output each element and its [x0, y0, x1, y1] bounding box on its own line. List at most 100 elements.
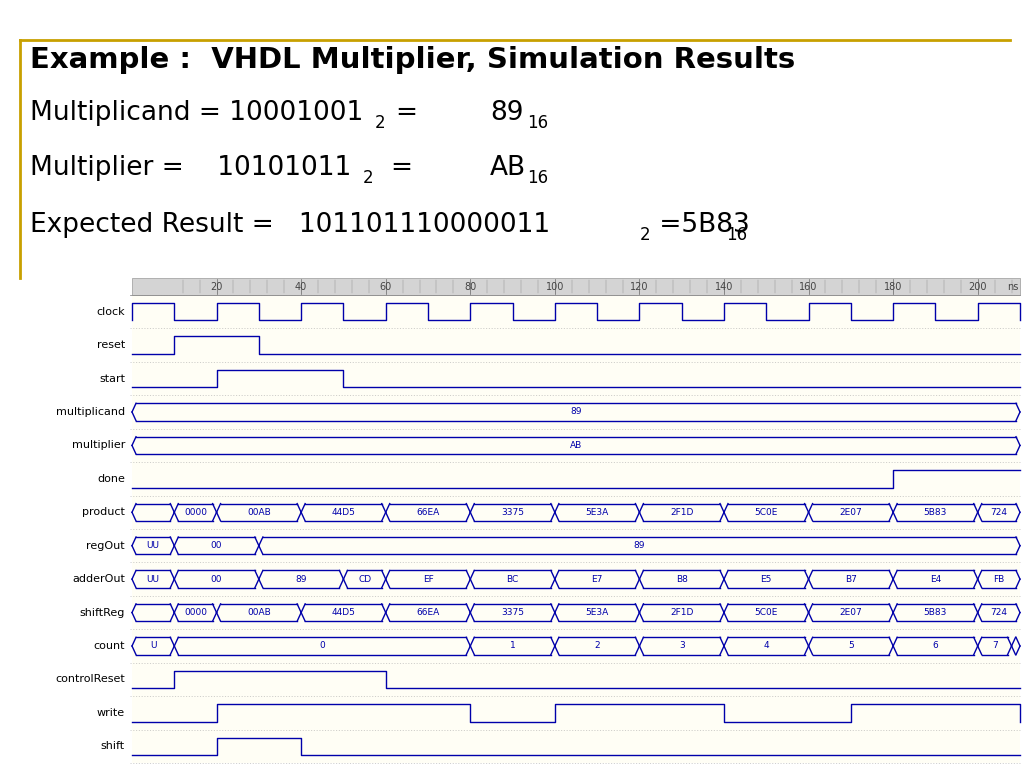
Text: write: write	[97, 708, 125, 718]
Text: start: start	[99, 373, 125, 383]
Text: ns: ns	[1007, 282, 1018, 292]
Text: Expected Result =   101101110000011: Expected Result = 101101110000011	[30, 212, 550, 238]
Text: 89: 89	[490, 100, 523, 126]
Text: 4: 4	[764, 641, 769, 650]
Text: 2F1D: 2F1D	[670, 608, 693, 617]
Text: 16: 16	[726, 226, 748, 244]
Bar	[132, 278, 1020, 295]
Text: U: U	[150, 641, 157, 650]
Text: 2: 2	[375, 114, 386, 132]
Text: 120: 120	[630, 282, 648, 292]
Text: 40: 40	[295, 282, 307, 292]
Text: 5B83: 5B83	[924, 608, 947, 617]
Text: 5: 5	[848, 641, 854, 650]
Text: Multiplier =    10101011: Multiplier = 10101011	[30, 155, 351, 181]
Text: E7: E7	[592, 574, 603, 584]
Text: FB: FB	[993, 574, 1005, 584]
Text: UU: UU	[146, 574, 160, 584]
Text: 180: 180	[884, 282, 902, 292]
Bar	[132, 329, 1020, 362]
Text: UU: UU	[146, 541, 160, 550]
Text: E4: E4	[930, 574, 941, 584]
Text: 2E07: 2E07	[840, 608, 862, 617]
Bar	[132, 495, 1020, 529]
Text: 5C0E: 5C0E	[755, 608, 778, 617]
Text: 89: 89	[295, 574, 307, 584]
Text: 100: 100	[546, 282, 564, 292]
Text: 6: 6	[933, 641, 938, 650]
Text: 66EA: 66EA	[417, 508, 439, 517]
Text: 44D5: 44D5	[332, 608, 355, 617]
Text: 0: 0	[319, 641, 326, 650]
Text: 0000: 0000	[184, 508, 207, 517]
Text: 5E3A: 5E3A	[586, 508, 608, 517]
Text: BC: BC	[507, 574, 519, 584]
Text: reset: reset	[96, 340, 125, 350]
Text: 00: 00	[211, 541, 222, 550]
Text: product: product	[82, 508, 125, 518]
Text: 89: 89	[570, 408, 582, 416]
Text: EF: EF	[423, 574, 433, 584]
Text: 0000: 0000	[184, 608, 207, 617]
Text: 2: 2	[362, 169, 374, 187]
Text: E5: E5	[761, 574, 772, 584]
Text: =: =	[390, 155, 412, 181]
Text: =5B83: =5B83	[651, 212, 750, 238]
Bar	[132, 562, 1020, 596]
Text: 5E3A: 5E3A	[586, 608, 608, 617]
Text: done: done	[97, 474, 125, 484]
Text: 89: 89	[634, 541, 645, 550]
Bar	[132, 529, 1020, 562]
Text: AB: AB	[570, 441, 582, 450]
Text: 3: 3	[679, 641, 685, 650]
Bar	[132, 295, 1020, 329]
Text: 2: 2	[594, 641, 600, 650]
Text: 2: 2	[640, 226, 650, 244]
Text: 00AB: 00AB	[247, 508, 270, 517]
Text: multiplicand: multiplicand	[56, 407, 125, 417]
Text: 7: 7	[992, 641, 997, 650]
Text: clock: clock	[96, 306, 125, 316]
Text: 200: 200	[969, 282, 987, 292]
Text: shift: shift	[101, 741, 125, 751]
Text: B8: B8	[676, 574, 688, 584]
Bar	[132, 596, 1020, 629]
Bar	[132, 362, 1020, 396]
Bar	[132, 730, 1020, 763]
Text: 44D5: 44D5	[332, 508, 355, 517]
Text: Example :  VHDL Multiplier, Simulation Results: Example : VHDL Multiplier, Simulation Re…	[30, 46, 796, 74]
Text: 20: 20	[210, 282, 223, 292]
Text: 3375: 3375	[501, 508, 524, 517]
Text: 2E07: 2E07	[840, 508, 862, 517]
Bar	[132, 396, 1020, 429]
Text: =: =	[395, 100, 417, 126]
Text: adderOut: adderOut	[72, 574, 125, 584]
Text: controlReset: controlReset	[55, 674, 125, 684]
Bar	[132, 429, 1020, 462]
Text: count: count	[93, 641, 125, 651]
Text: 60: 60	[380, 282, 392, 292]
Text: 5C0E: 5C0E	[755, 508, 778, 517]
Text: CD: CD	[358, 574, 371, 584]
Text: shiftReg: shiftReg	[80, 607, 125, 617]
Text: 66EA: 66EA	[417, 608, 439, 617]
Bar	[132, 696, 1020, 730]
Text: 80: 80	[464, 282, 476, 292]
Text: 2F1D: 2F1D	[670, 508, 693, 517]
Text: 16: 16	[527, 169, 548, 187]
Text: 3375: 3375	[501, 608, 524, 617]
Text: 16: 16	[527, 114, 548, 132]
Text: AB: AB	[490, 155, 526, 181]
Text: 724: 724	[990, 608, 1008, 617]
Text: multiplier: multiplier	[72, 440, 125, 450]
Bar	[132, 629, 1020, 663]
Text: B7: B7	[845, 574, 857, 584]
Text: 160: 160	[800, 282, 818, 292]
Bar	[132, 462, 1020, 495]
Text: Multiplicand = 10001001: Multiplicand = 10001001	[30, 100, 364, 126]
Text: 00: 00	[211, 574, 222, 584]
Text: 1: 1	[510, 641, 515, 650]
Text: 00AB: 00AB	[247, 608, 270, 617]
Text: 724: 724	[990, 508, 1008, 517]
Bar	[132, 663, 1020, 696]
